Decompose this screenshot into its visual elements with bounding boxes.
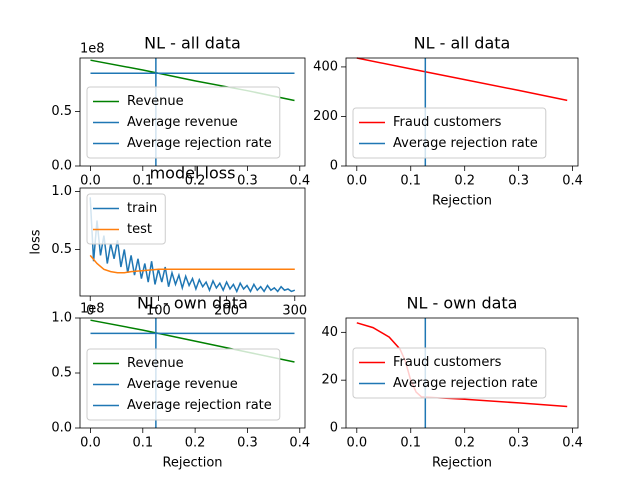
- x-tick-label: 0.0: [80, 174, 101, 189]
- legend-frame: [352, 347, 547, 399]
- y-tick-label: 0.5: [51, 366, 72, 381]
- x-tick-label: 0.2: [454, 174, 475, 189]
- legend-frame: [86, 193, 166, 245]
- legend-label: Average rejection rate: [127, 136, 272, 151]
- x-tick-label: 0.0: [346, 436, 367, 451]
- legend-label: Fraud customers: [393, 115, 502, 130]
- x-tick-label: 0.0: [80, 436, 101, 451]
- legend-label: train: [127, 201, 157, 216]
- x-tick-label: 0.2: [454, 436, 475, 451]
- legend-label: Average revenue: [127, 377, 238, 392]
- legend: Revenue Average revenue Average rejection …: [86, 348, 281, 421]
- x-tick-label: 0.4: [562, 174, 583, 189]
- subplot-title: NL - own data: [407, 294, 518, 313]
- subplot-title: NL - own data: [137, 294, 248, 313]
- subplot: 0.0 0.1 0.2 0.3 0.4 0.0 0.5 NL - all data 1e8 Rev…: [51, 34, 310, 189]
- legend: Fraud customers Average rejection rate: [352, 107, 547, 159]
- x-tick-label: 0.1: [132, 174, 153, 189]
- offset-label: 1e8: [80, 42, 105, 57]
- x-axis-label: Rejection: [162, 456, 222, 471]
- legend-label: Average rejection rate: [127, 398, 272, 413]
- x-tick-label: 200: [214, 304, 239, 319]
- x-tick-label: 0.0: [346, 174, 367, 189]
- y-tick-label: 0.0: [51, 159, 72, 174]
- y-tick-label: 0.0: [51, 421, 72, 436]
- subplot: 0.0 0.1 0.2 0.3 0.4 0 200 400 NL - all data Rejec…: [313, 34, 583, 209]
- x-tick-label: 0.2: [185, 174, 206, 189]
- axes-frame: [345, 57, 579, 167]
- legend-label: Revenue: [127, 356, 184, 371]
- legend-label: Average revenue: [127, 115, 238, 130]
- y-tick-label: 0: [330, 421, 338, 436]
- y-tick-label: 40: [321, 325, 338, 340]
- legend-frame: [352, 107, 547, 159]
- x-tick-label: 0.4: [289, 174, 310, 189]
- series-line: [89, 197, 296, 294]
- legend-label: Average rejection rate: [393, 136, 538, 151]
- x-axis-label: Rejection: [432, 456, 492, 471]
- x-tick-label: 0.3: [237, 174, 258, 189]
- legend: train test: [86, 193, 166, 245]
- x-tick-label: 0.1: [132, 436, 153, 451]
- subplot: 0.0 0.1 0.2 0.3 0.4 0 20 40 NL - own data Rejecti…: [321, 294, 582, 471]
- y-tick-label: 0.5: [51, 104, 72, 119]
- legend-label: Revenue: [127, 94, 184, 109]
- x-tick-label: 0.3: [508, 436, 529, 451]
- x-tick-label: 0.3: [237, 436, 258, 451]
- x-tick-label: 300: [282, 304, 307, 319]
- legend-frame: [86, 86, 281, 159]
- legend: Revenue Average revenue Average rejection …: [86, 86, 281, 159]
- x-tick-label: 0.4: [562, 436, 583, 451]
- y-tick-label: 1.0: [51, 184, 72, 199]
- axes-frame: [79, 187, 306, 297]
- subplot-title: model loss: [150, 164, 236, 183]
- subplot-title: NL - all data: [414, 34, 511, 53]
- legend-label: test: [127, 222, 152, 237]
- y-tick-label: 0: [330, 159, 338, 174]
- y-tick-label: 1.0: [51, 311, 72, 326]
- subplot: 0 100 200 300 0.5 1.0 model loss loss train test: [29, 164, 308, 319]
- x-tick-label: 0.1: [400, 436, 421, 451]
- series-line: [356, 57, 568, 102]
- axes-frame: [345, 317, 579, 429]
- x-tick-label: 0: [86, 304, 94, 319]
- x-tick-label: 0.2: [185, 436, 206, 451]
- x-axis-label: Rejection: [432, 194, 492, 209]
- x-tick-label: 0.1: [400, 174, 421, 189]
- x-tick-label: 0.3: [508, 174, 529, 189]
- axes-frame: [79, 57, 306, 167]
- y-tick-label: 400: [313, 59, 338, 74]
- legend-frame: [86, 348, 281, 421]
- series-line: [89, 254, 295, 274]
- y-tick-label: 0.5: [51, 242, 72, 257]
- legend: Fraud customers Average rejection rate: [352, 347, 547, 399]
- legend-label: Average rejection rate: [393, 376, 538, 391]
- x-tick-label: 100: [146, 304, 171, 319]
- offset-label: 1e8: [80, 302, 105, 317]
- y-axis-label: loss: [29, 229, 44, 254]
- y-tick-label: 20: [321, 373, 338, 388]
- legend-label: Fraud customers: [393, 355, 502, 370]
- subplot-title: NL - all data: [144, 34, 241, 53]
- subplot: 0.0 0.1 0.2 0.3 0.4 0.0 0.5 1.0 NL - own data 1e8…: [51, 294, 310, 471]
- x-tick-label: 0.4: [289, 436, 310, 451]
- y-tick-label: 200: [313, 109, 338, 124]
